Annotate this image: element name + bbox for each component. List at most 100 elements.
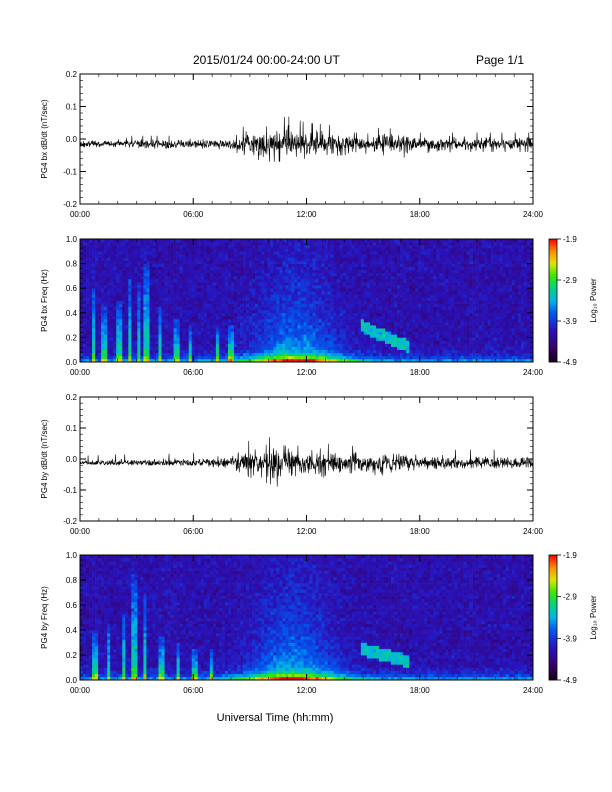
heatmap-cell [427,275,431,280]
heatmap-cell [400,245,404,249]
heatmap-cell [224,285,229,289]
heatmap-cell [409,272,413,277]
heatmap-cell [369,312,374,317]
heatmap-cell [312,346,316,351]
heatmap-cell [366,303,371,307]
heatmap-cell [276,331,280,335]
heatmap-cell [318,309,322,314]
heatmap-cell [227,263,232,267]
heatmap-cell [394,272,398,277]
heatmap-cell [369,285,374,289]
heatmap-cell [191,294,196,298]
heatmap-cell [252,325,256,329]
heatmap-cell [203,291,208,295]
heatmap-cell [309,254,313,258]
heatmap-cell [336,328,341,332]
heatmap-cell [255,331,259,335]
heatmap-cell [119,328,123,332]
heatmap-cell [412,294,416,298]
heatmap-cell [176,303,180,307]
heatmap-cell [391,337,395,341]
heatmap-cell [291,352,295,357]
heatmap-cell [167,340,171,344]
heatmap-cell [351,285,356,289]
heatmap-cell [191,260,196,264]
heatmap-cell [122,346,126,351]
heatmap-cell [288,269,292,274]
heatmap-cell [366,288,371,292]
heatmap-cell [131,251,135,255]
heatmap-cell [261,318,265,323]
heatmap-cell [321,306,325,311]
heatmap-cell [282,346,286,351]
heatmap-cell [403,315,407,320]
heatmap-cell [110,322,114,326]
heatmap-cell [200,306,205,311]
heatmap-cell [342,325,347,329]
heatmap-cell [363,266,368,271]
heatmap-cell [191,263,196,267]
heatmap-cell [397,340,401,344]
heatmap-cell [303,248,307,252]
heatmap-cell [182,275,186,280]
heatmap-cell [200,291,205,295]
heatmap-cell [445,355,449,360]
heatmap-cell [339,300,344,304]
heatmap-cell [185,239,190,243]
heatmap-cell [382,254,386,258]
heatmap-cell [363,349,368,354]
heatmap-cell [279,275,283,280]
heatmap-cell [279,239,283,243]
heatmap-cell [345,309,350,314]
heatmap-cell [385,266,389,271]
heatmap-cell [152,248,156,252]
heatmap-cell [397,358,401,363]
heatmap-cell [191,325,196,329]
heatmap-cell [221,285,226,289]
heatmap-cell [167,300,171,304]
heatmap-cell [279,331,283,335]
heatmap-cell [104,269,108,274]
heatmap-cell [227,251,232,255]
heatmap-cell [137,349,141,354]
heatmap-cell [224,328,229,332]
heatmap-cell [221,291,226,295]
heatmap-cell [113,269,117,274]
heatmap-cell [297,349,301,354]
heatmap-cell [397,315,401,320]
heatmap-cell [155,257,159,261]
heatmap-cell [92,263,96,267]
heatmap-cell [188,285,193,289]
heatmap-cell [433,331,437,335]
heatmap-cell [255,285,259,289]
heatmap-cell [282,285,286,289]
heatmap-cell [351,254,356,258]
heatmap-cell [391,251,395,255]
heatmap-cell [246,269,250,274]
heatmap-cell [146,248,150,252]
heatmap-cell [104,312,108,317]
heatmap-cell [200,352,205,357]
heatmap-cell [406,285,410,289]
heatmap-cell [134,288,138,292]
heatmap-cell [312,266,316,271]
heatmap-cell [406,343,410,347]
heatmap-cell [336,263,341,267]
heatmap-cell [273,288,277,292]
heatmap-cell [167,239,171,243]
heatmap-cell [224,272,229,277]
heatmap-cell [89,306,93,311]
heatmap-cell [140,266,144,271]
heatmap-cell [330,275,334,280]
heatmap-cell [191,291,196,295]
heatmap-cell [412,245,416,249]
heatmap-cell [415,349,419,354]
heatmap-cell [83,300,87,304]
heatmap-cell [209,285,214,289]
heatmap-cell [173,248,177,252]
heatmap-cell [161,291,165,295]
heatmap-cell [176,300,180,304]
heatmap-cell [400,300,404,304]
heatmap-cell [439,266,443,271]
heatmap-cell [158,322,162,326]
